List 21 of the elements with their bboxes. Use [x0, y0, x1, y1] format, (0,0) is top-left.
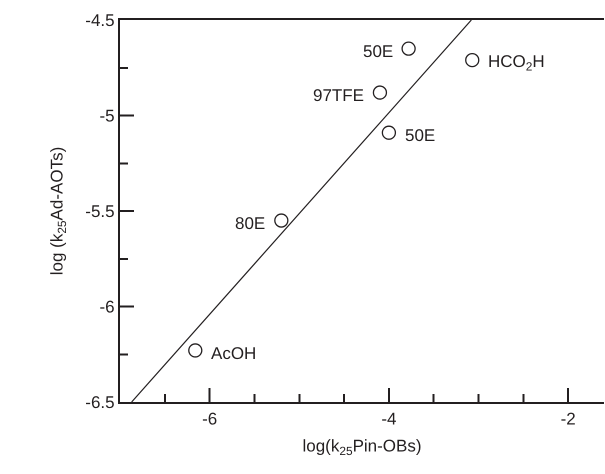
y-tick-label: -4.5: [85, 10, 115, 30]
annotation: 50E: [363, 42, 394, 61]
annotation: 50E: [405, 126, 436, 145]
y-tick-label: -6.5: [85, 392, 115, 412]
y-tick-label: -6: [99, 297, 115, 316]
x-tick-label: -6: [202, 409, 218, 428]
point: [382, 126, 396, 140]
x-axis-title: log(k$_{25}$Pin-OBs): [302, 436, 422, 458]
point: [465, 52, 480, 68]
point: [401, 42, 416, 56]
x-tick-label: -4: [381, 409, 396, 428]
annotation: HCO$_{2}$H: [488, 52, 545, 74]
point: [372, 85, 388, 100]
annotation: 97TFE: [313, 86, 364, 105]
y-tick-label: -5: [99, 106, 115, 126]
y-tick-label: -5.5: [85, 202, 115, 221]
annotation: AcOH: [211, 344, 256, 363]
x-tick-label: -2: [560, 409, 576, 428]
annotation: 80E: [235, 214, 266, 233]
point: [188, 343, 202, 358]
point: [274, 213, 288, 228]
